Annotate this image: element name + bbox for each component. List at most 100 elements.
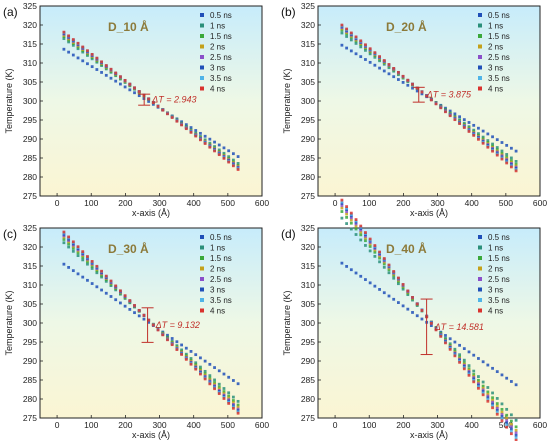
data-point (67, 34, 71, 38)
data-point (62, 47, 66, 51)
y-tick-label: 315 (23, 39, 37, 49)
data-point (62, 241, 66, 245)
x-axis-label: x-axis (Å) (410, 430, 448, 440)
data-point (495, 410, 499, 414)
data-point (199, 372, 202, 376)
legend-marker (478, 65, 482, 70)
data-point (505, 416, 509, 420)
data-point (491, 149, 494, 153)
y-tick-label: 300 (301, 96, 315, 106)
data-point (453, 354, 457, 358)
data-point (147, 320, 151, 324)
data-point (236, 162, 240, 165)
data-point (151, 102, 155, 106)
data-point (119, 82, 122, 86)
legend-entry: 3 ns (210, 64, 225, 73)
data-point (406, 293, 410, 297)
data-point (472, 369, 476, 373)
data-point (156, 328, 160, 332)
data-point (133, 311, 136, 315)
data-point (453, 340, 457, 344)
y-tick-label: 285 (23, 375, 37, 385)
data-point (213, 366, 216, 369)
data-point (166, 333, 169, 337)
legend-entry: 4 ns (210, 85, 225, 94)
data-point (151, 323, 155, 327)
data-point (495, 406, 499, 410)
data-point (217, 387, 221, 391)
data-point (345, 212, 349, 216)
legend-entry: 0.5 ns (488, 11, 510, 20)
data-point (213, 145, 216, 148)
data-point (199, 356, 202, 360)
y-tick-label: 305 (301, 77, 315, 87)
data-point (203, 134, 207, 138)
data-point (429, 321, 433, 325)
data-point (161, 108, 165, 112)
data-point (382, 262, 386, 266)
data-point (161, 333, 165, 337)
data-point (364, 234, 367, 238)
data-point (495, 146, 499, 149)
panel-title: D_10 Å (108, 19, 149, 34)
x-tick-label: 400 (187, 198, 201, 208)
data-point (231, 395, 235, 399)
data-point (95, 285, 99, 289)
data-point (495, 408, 499, 412)
data-point (509, 422, 513, 426)
data-point (199, 131, 202, 135)
data-point (227, 394, 231, 398)
data-point (462, 361, 466, 365)
data-point (236, 168, 240, 171)
data-point (481, 360, 485, 364)
data-point (387, 294, 391, 298)
delta-t-label: ΔT = 9.132 (155, 320, 200, 330)
data-point (481, 386, 485, 390)
x-tick-label: 100 (84, 198, 98, 208)
legend-marker (200, 55, 204, 59)
data-point (477, 378, 480, 382)
data-point (156, 104, 160, 108)
data-point (477, 382, 480, 386)
data-point (354, 224, 358, 228)
x-tick-label: 0 (55, 198, 60, 208)
data-point (495, 138, 499, 142)
data-point (392, 274, 396, 277)
data-point (236, 411, 240, 415)
x-tick-label: 200 (396, 198, 410, 208)
data-point (109, 76, 113, 80)
data-point (420, 317, 424, 321)
data-point (401, 74, 405, 78)
data-point (514, 160, 518, 163)
data-point (448, 109, 452, 113)
data-point (467, 350, 471, 354)
data-point (170, 343, 174, 347)
legend-entry: 3.5 ns (488, 296, 510, 305)
data-point (505, 423, 509, 427)
data-point (231, 152, 235, 156)
data-point (486, 394, 490, 398)
data-point (509, 419, 513, 423)
legend-entry: 3.5 ns (488, 74, 510, 83)
data-point (500, 410, 504, 414)
data-point (392, 67, 396, 70)
data-point (222, 151, 226, 155)
data-point (364, 244, 367, 247)
data-point (231, 399, 235, 402)
y-tick-label: 280 (23, 394, 37, 404)
data-point (231, 158, 235, 162)
data-point (208, 374, 212, 378)
y-tick-label: 290 (301, 134, 315, 144)
data-point (509, 427, 513, 431)
delta-t-label: ΔT = 2.943 (151, 95, 196, 105)
data-point (514, 418, 518, 422)
data-point (199, 138, 202, 142)
data-point (505, 419, 509, 423)
x-tick-label: 200 (118, 198, 132, 208)
data-point (420, 309, 424, 312)
data-point (477, 380, 480, 384)
data-point (128, 299, 132, 302)
data-point (467, 121, 471, 124)
data-point (184, 346, 188, 350)
panel-title: D_40 Å (386, 241, 427, 256)
